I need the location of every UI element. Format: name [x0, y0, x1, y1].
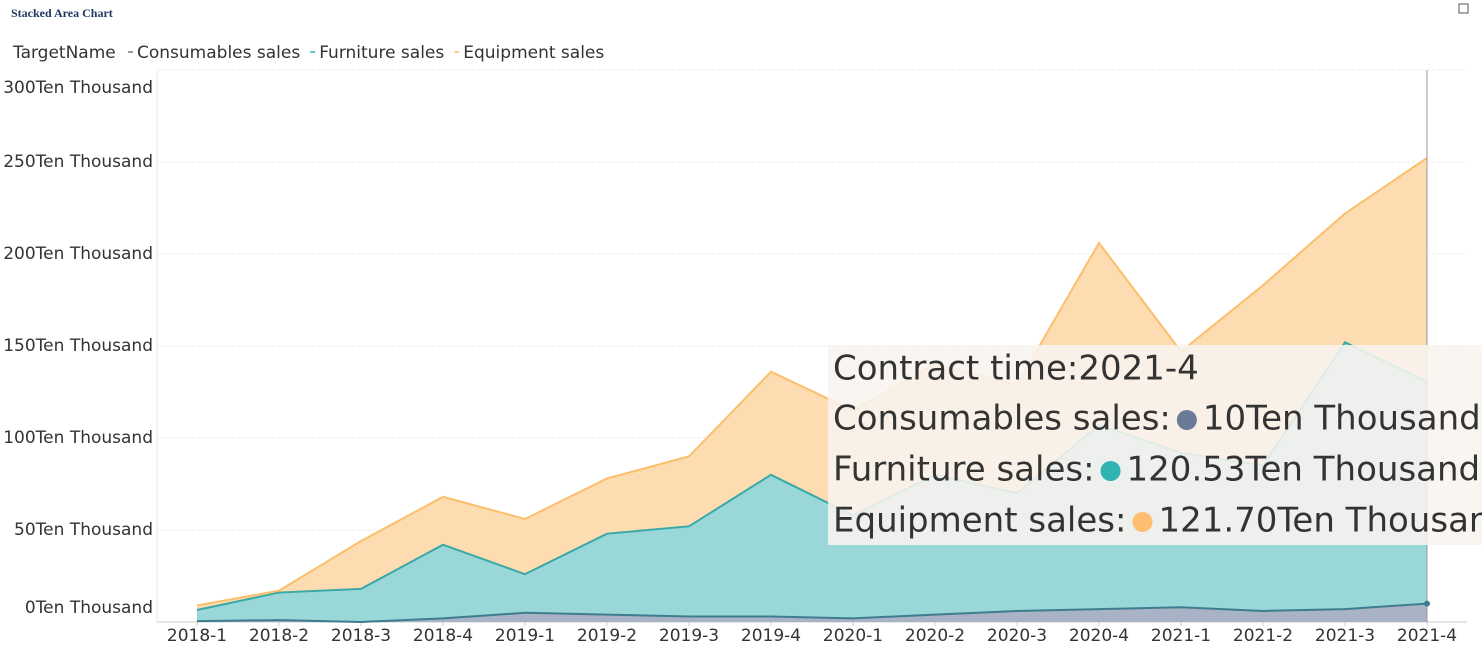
x-tick-label: 2020-4 [1069, 626, 1129, 646]
tooltip-dot [1176, 410, 1197, 430]
x-tick-label: 2019-1 [495, 626, 555, 646]
tooltip: Contract time:2021-4 Consumables sales: 10… [828, 345, 1482, 545]
legend-label: Consumables sales [137, 43, 300, 63]
y-tick-label: 300Ten Thousand [3, 78, 153, 98]
legend-label: Equipment sales [463, 43, 604, 63]
tooltip-value: 10Ten Thousand [1203, 399, 1481, 439]
legend-label: Furniture sales [319, 43, 444, 63]
x-tick-label: 2021-4 [1397, 626, 1457, 646]
tooltip-label: Consumables sales: [833, 399, 1171, 439]
tooltip-label: Furniture sales: [833, 450, 1095, 490]
x-tick-label: 2018-1 [167, 626, 227, 646]
legend: Consumables sales Furniture sales Equipmen… [128, 43, 604, 63]
area [197, 342, 1427, 622]
x-tick-label: 2021-2 [1233, 626, 1293, 646]
x-tick-label: 2021-3 [1315, 626, 1375, 646]
y-tick-label: 150Ten Thousand [3, 336, 153, 356]
x-tick-label: 2019-4 [741, 626, 801, 646]
expand-icon[interactable] [1458, 3, 1469, 14]
x-tick-label: 2021-1 [1151, 626, 1211, 646]
chart-title: Stacked Area Chart [11, 6, 113, 20]
y-tick-label: 100Ten Thousand [3, 428, 153, 448]
x-tick-label: 2020-1 [823, 626, 883, 646]
tooltip-value: 120.53Ten Thousand [1127, 450, 1481, 490]
tooltip-dot [1100, 461, 1121, 481]
area-line [196, 157, 1428, 607]
y-tick-label: 250Ten Thousand [3, 152, 153, 172]
x-tick-label: 2018-2 [249, 626, 309, 646]
area [197, 603, 1427, 622]
y-tick-label: 0Ten Thousand [25, 598, 153, 618]
x-tick-label: 2018-3 [331, 626, 391, 646]
y-tick-label: 50Ten Thousand [14, 520, 153, 540]
x-tick-label: 2020-2 [905, 626, 965, 646]
tooltip-title: Contract time:2021-4 [833, 349, 1199, 389]
tooltip-dot [1132, 512, 1153, 532]
tooltip-label: Equipment sales: [833, 501, 1126, 541]
hover-point [1424, 600, 1430, 607]
tooltip-value: 121.70Ten Thousand [1158, 501, 1482, 541]
tooltip-box [828, 345, 1482, 545]
x-tick-label: 2019-2 [577, 626, 637, 646]
plot: 0Ten Thousand 50Ten Thousand 100Ten Thousa… [3, 69, 1467, 646]
area-line [196, 602, 1428, 624]
x-tick-label: 2020-3 [987, 626, 1047, 646]
legend-title: TargetName [12, 43, 116, 63]
x-tick-label: 2019-3 [659, 626, 719, 646]
x-tick-label: 2018-4 [413, 626, 473, 646]
y-tick-label: 200Ten Thousand [3, 244, 153, 264]
